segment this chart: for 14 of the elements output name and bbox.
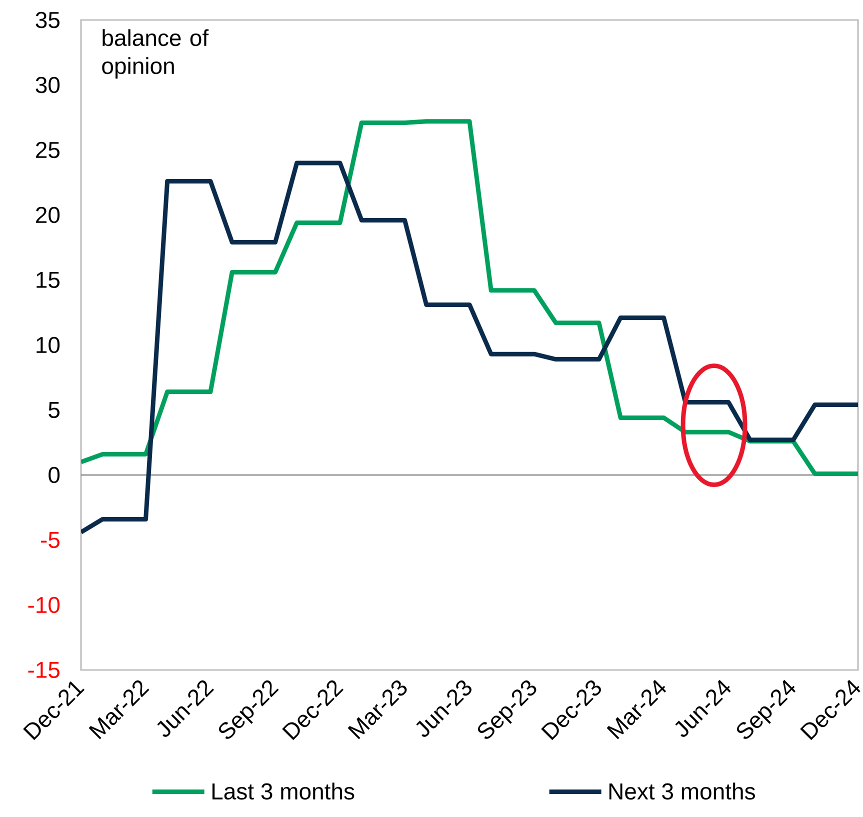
y-tick-label: -15 (28, 662, 60, 678)
legend-label: Next 3 months (609, 782, 755, 800)
y-tick-label: 30 (36, 76, 60, 94)
y-tick-label: 15 (36, 272, 60, 288)
y-tick-label: 20 (36, 206, 60, 224)
y-tick-label: 10 (36, 336, 60, 354)
y-tick-label: 25 (36, 142, 60, 158)
y-tick-label: 0 (48, 466, 60, 484)
y-tick-label: -10 (28, 596, 60, 614)
y-axis-title: balance of opinion (102, 29, 209, 79)
y-tick-label: 35 (36, 12, 60, 28)
legend-label: Last 3 months (212, 782, 354, 800)
y-tick-label: -5 (41, 532, 60, 548)
y-tick-label: 5 (48, 402, 60, 418)
